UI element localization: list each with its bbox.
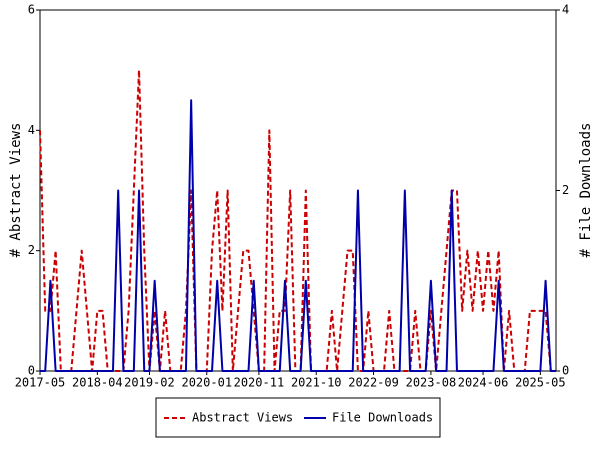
y2-tick-label: 0 bbox=[562, 364, 569, 378]
x-tick-label: 2025-05 bbox=[515, 376, 566, 390]
x-tick-label: 2024-06 bbox=[458, 376, 509, 390]
legend-label: Abstract Views bbox=[192, 411, 293, 425]
x-tick-label: 2020-11 bbox=[234, 376, 285, 390]
x-tick-label: 2020-01 bbox=[181, 376, 232, 390]
y-tick-label: 0 bbox=[28, 364, 35, 378]
x-tick-label: 2022-09 bbox=[348, 376, 399, 390]
x-tick-label: 2017-05 bbox=[15, 376, 66, 390]
y-tick-label: 4 bbox=[28, 123, 35, 137]
x-tick-label: 2023-08 bbox=[406, 376, 457, 390]
y2-axis-label: # File Downloads bbox=[578, 123, 594, 258]
y-tick-label: 6 bbox=[28, 3, 35, 17]
legend-box bbox=[155, 397, 441, 438]
y2-tick-label: 2 bbox=[562, 183, 569, 197]
y-axis-label: # Abstract Views bbox=[8, 123, 24, 258]
y-tick-label: 2 bbox=[28, 243, 35, 257]
x-tick-label: 2019-02 bbox=[124, 376, 175, 390]
y2-tick-label: 4 bbox=[562, 3, 569, 17]
x-tick-label: 2021-10 bbox=[291, 376, 342, 390]
legend-label: File Downloads bbox=[332, 411, 433, 425]
x-tick-label: 2018-04 bbox=[72, 376, 123, 390]
series-line bbox=[40, 99, 556, 372]
